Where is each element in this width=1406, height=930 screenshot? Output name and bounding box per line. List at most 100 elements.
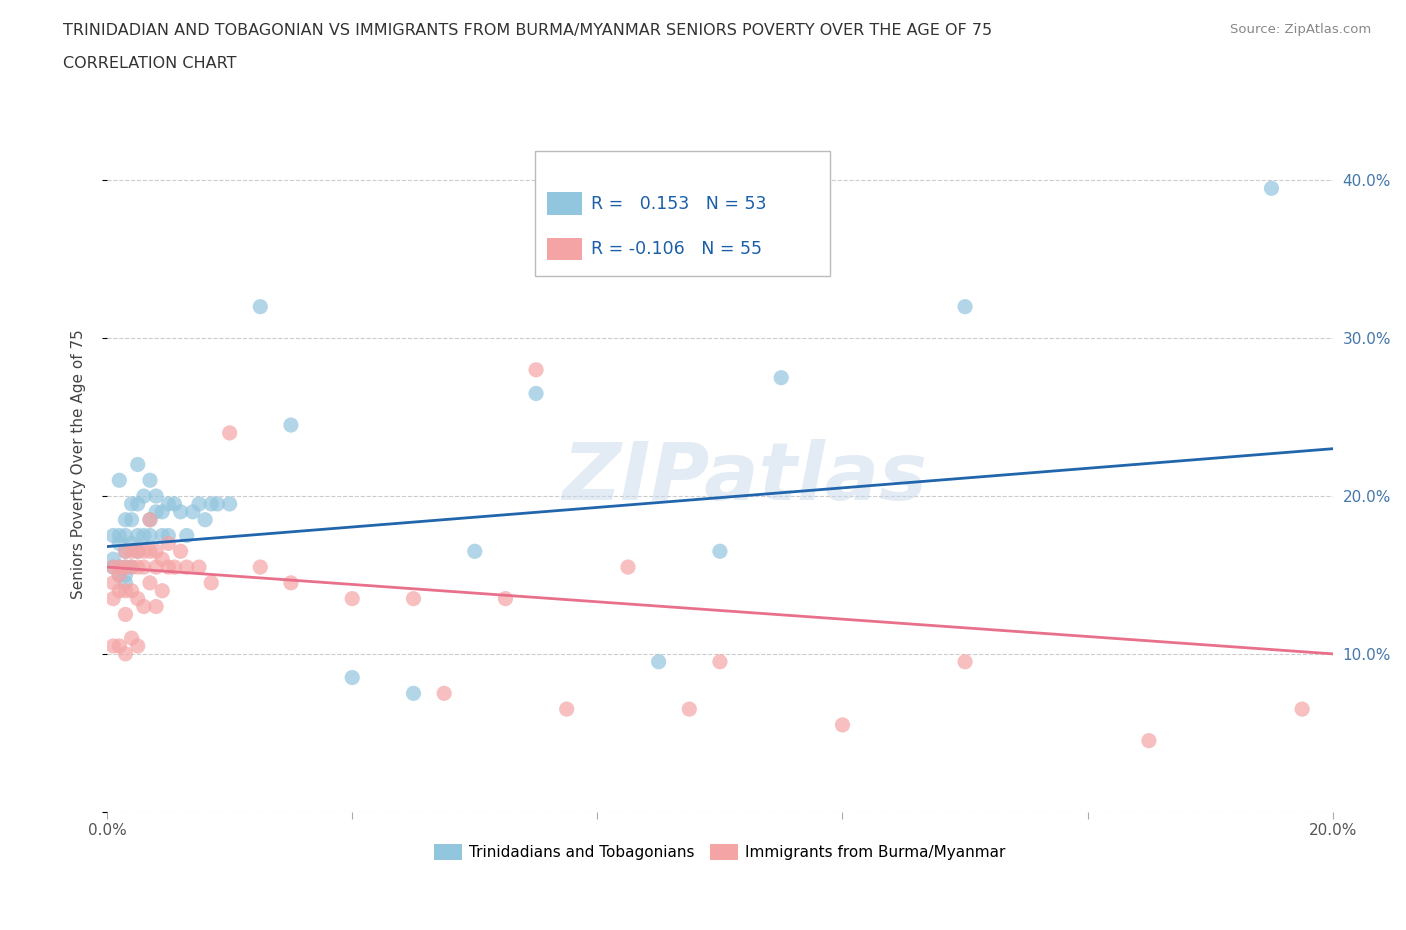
Text: ZIPatlas: ZIPatlas <box>562 439 927 517</box>
Point <box>139 576 162 591</box>
Point <box>114 607 136 622</box>
Point <box>342 591 364 606</box>
Point <box>103 560 125 575</box>
Point <box>132 560 155 575</box>
Point <box>342 671 364 685</box>
Point <box>280 576 302 591</box>
Point <box>108 567 131 582</box>
Point <box>127 560 149 575</box>
Point <box>280 418 302 432</box>
Point <box>207 497 229 512</box>
Point <box>114 583 136 598</box>
Point <box>114 646 136 661</box>
Point <box>127 639 149 654</box>
Point <box>150 583 173 598</box>
Point <box>132 488 155 503</box>
Point <box>555 701 578 716</box>
Point <box>108 567 131 582</box>
Point <box>114 560 136 575</box>
Point <box>145 504 167 519</box>
Point <box>114 567 136 582</box>
Point <box>145 560 167 575</box>
Point <box>188 560 211 575</box>
Point <box>108 528 131 543</box>
Point <box>145 544 167 559</box>
Point <box>114 560 136 575</box>
Text: CORRELATION CHART: CORRELATION CHART <box>63 56 236 71</box>
Point <box>150 504 173 519</box>
Point <box>169 504 191 519</box>
Point <box>1291 701 1313 716</box>
Point <box>1137 733 1160 748</box>
Point <box>108 560 131 575</box>
Point <box>114 544 136 559</box>
Point <box>139 544 162 559</box>
Point <box>433 686 456 701</box>
Point <box>402 686 425 701</box>
Point <box>163 560 186 575</box>
Point <box>709 544 731 559</box>
Point <box>464 544 486 559</box>
Text: R = -0.106   N = 55: R = -0.106 N = 55 <box>592 240 762 258</box>
Point <box>157 497 180 512</box>
Point <box>524 363 547 378</box>
Point <box>132 528 155 543</box>
Point <box>121 560 143 575</box>
Point <box>114 544 136 559</box>
Point <box>108 472 131 487</box>
Point <box>132 599 155 614</box>
Point <box>121 497 143 512</box>
Point <box>103 591 125 606</box>
Point <box>103 639 125 654</box>
Point <box>139 512 162 527</box>
Point <box>218 497 240 512</box>
Point <box>163 497 186 512</box>
Point <box>121 560 143 575</box>
Legend: Trinidadians and Tobagonians, Immigrants from Burma/Myanmar: Trinidadians and Tobagonians, Immigrants… <box>427 838 1012 867</box>
Point <box>121 631 143 645</box>
Point <box>139 528 162 543</box>
Y-axis label: Seniors Poverty Over the Age of 75: Seniors Poverty Over the Age of 75 <box>72 329 86 599</box>
Point <box>709 655 731 670</box>
Point <box>157 528 180 543</box>
Point <box>108 560 131 575</box>
Point <box>145 599 167 614</box>
Point <box>176 560 198 575</box>
Point <box>121 544 143 559</box>
Point <box>181 504 204 519</box>
Point <box>127 528 149 543</box>
Point <box>150 528 173 543</box>
Point <box>121 512 143 527</box>
Point <box>249 560 271 575</box>
Point <box>108 583 131 598</box>
Point <box>831 717 853 732</box>
Point <box>494 591 516 606</box>
Point <box>103 551 125 566</box>
Point <box>402 591 425 606</box>
Point <box>200 497 222 512</box>
Text: R =   0.153   N = 53: R = 0.153 N = 53 <box>592 194 766 213</box>
Point <box>139 512 162 527</box>
Point <box>617 560 640 575</box>
Point <box>953 655 976 670</box>
Point <box>157 536 180 551</box>
Point <box>524 386 547 401</box>
Point <box>114 576 136 591</box>
Point <box>103 576 125 591</box>
Point <box>218 426 240 441</box>
Point <box>121 536 143 551</box>
Point <box>176 528 198 543</box>
Point <box>678 701 700 716</box>
Point <box>114 528 136 543</box>
Point <box>132 544 155 559</box>
Point <box>157 560 180 575</box>
Point <box>108 639 131 654</box>
Point <box>127 544 149 559</box>
Point <box>1260 180 1282 195</box>
Point <box>194 512 217 527</box>
Point <box>188 497 211 512</box>
Point <box>103 560 125 575</box>
Point <box>249 299 271 314</box>
Point <box>127 457 149 472</box>
Text: TRINIDADIAN AND TOBAGONIAN VS IMMIGRANTS FROM BURMA/MYANMAR SENIORS POVERTY OVER: TRINIDADIAN AND TOBAGONIAN VS IMMIGRANTS… <box>63 23 993 38</box>
